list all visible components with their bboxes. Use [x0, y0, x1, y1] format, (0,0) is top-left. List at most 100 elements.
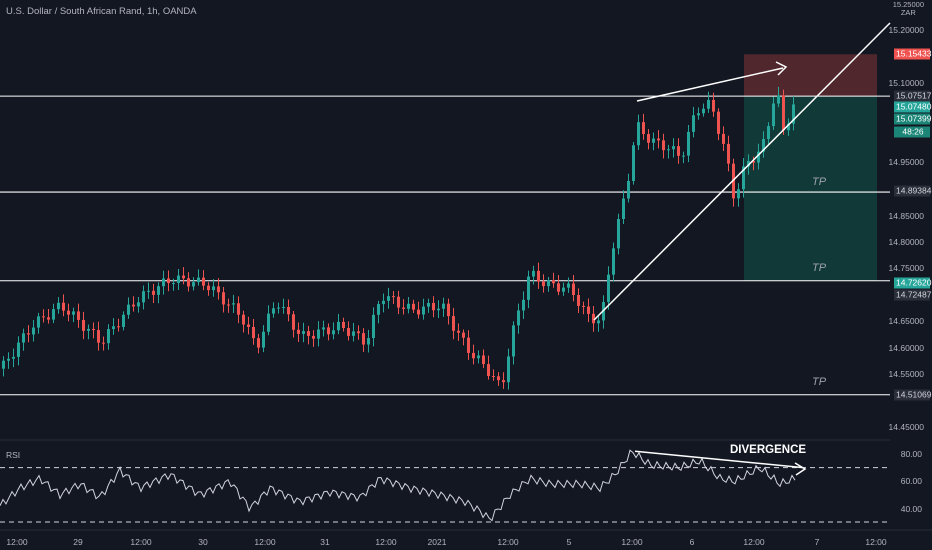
resistance-price-tag: 15.07517 [894, 90, 932, 102]
candle-body [337, 321, 340, 331]
time-axis-label: 12:00 [497, 537, 519, 547]
time-axis-label: 12:00 [865, 537, 887, 547]
candle-body [792, 104, 795, 124]
candle-body [32, 327, 35, 335]
candle-body [782, 95, 785, 131]
candle-body [707, 99, 710, 109]
level-price-tag: 14.72487 [894, 289, 932, 301]
candle-body [657, 138, 660, 141]
candle-body [397, 296, 400, 308]
candle-body [692, 115, 695, 132]
rsi-pane-title[interactable]: RSI [6, 450, 21, 460]
candle-body [717, 111, 720, 134]
candle-body [47, 317, 50, 320]
candle-body [452, 316, 455, 331]
candle-body [477, 355, 480, 359]
price-axis-label: 14.65000 [888, 316, 924, 326]
candle-body [237, 303, 240, 315]
price-axis-label: 14.80000 [888, 237, 924, 247]
candle-body [177, 275, 180, 284]
candle-body [342, 321, 345, 329]
target-price-tag: 14.72620 [894, 277, 932, 289]
time-axis-label: 6 [689, 537, 695, 547]
candle-body [327, 327, 330, 335]
candle-body [502, 380, 505, 383]
price-axis-label: 14.55000 [888, 369, 924, 379]
candle-body [127, 304, 130, 315]
candle-body [467, 337, 470, 353]
candle-body [357, 331, 360, 334]
candle-body [442, 303, 445, 309]
candle-body [37, 316, 40, 328]
candle-body [422, 306, 425, 315]
time-axis-label: 12:00 [375, 537, 397, 547]
candle-body [232, 303, 235, 305]
candle-body [752, 160, 755, 163]
candle-body [432, 302, 435, 311]
candle-body [167, 278, 170, 284]
time-axis-label: 5 [566, 537, 572, 547]
candle-body [147, 290, 150, 292]
candle-body [27, 333, 30, 335]
candle-body [512, 325, 515, 357]
candle-body [372, 314, 375, 339]
candle-body [192, 282, 195, 287]
candle-body [212, 286, 215, 291]
candle-body [287, 306, 290, 315]
candle-body [187, 278, 190, 287]
candle-body [772, 103, 775, 127]
candle-body [767, 126, 770, 140]
candle-body [142, 291, 145, 303]
candle-body [402, 307, 405, 309]
candle-body [72, 311, 75, 315]
candle-body [297, 329, 300, 334]
candle-body [627, 181, 630, 199]
stop-loss-zone [744, 54, 877, 97]
price-axis-label: 15.20000 [888, 25, 924, 35]
candle-body [697, 113, 700, 116]
candle-body [82, 319, 85, 331]
bar-countdown: 48:26 [894, 126, 930, 138]
candle-body [107, 329, 110, 344]
ascending-trend-line [593, 22, 891, 321]
candle-body [312, 335, 315, 339]
candle-body [2, 360, 5, 369]
candle-body [272, 308, 275, 314]
candle-body [587, 306, 590, 314]
candle-body [517, 310, 520, 326]
rsi-divergence-line [634, 450, 804, 469]
candle-body [607, 274, 610, 303]
time-axis-label: 12:00 [6, 537, 28, 547]
time-axis-label: 12:00 [621, 537, 643, 547]
price-axis-label: 14.85000 [888, 211, 924, 221]
axis-unit-currency: ZAR [900, 8, 916, 17]
time-axis-label: 2021 [427, 537, 447, 547]
candle-body [592, 313, 595, 324]
price-axis-label: 14.95000 [888, 157, 924, 167]
candle-body [292, 314, 295, 330]
candle-body [622, 198, 625, 220]
candle-body [552, 280, 555, 284]
candle-body [457, 330, 460, 333]
candle-body [17, 342, 20, 357]
candle-body [577, 294, 580, 306]
tp-label: TP [812, 176, 827, 188]
candle-body [22, 333, 25, 343]
candle-body [472, 352, 475, 359]
candle-body [567, 283, 570, 288]
candle-body [742, 166, 745, 190]
candle-body [122, 314, 125, 327]
candle-body [202, 277, 205, 286]
price-axis-label: 14.60000 [888, 343, 924, 353]
candle-body [562, 287, 565, 292]
candle-body [522, 299, 525, 311]
candle-body [557, 283, 560, 292]
candle-body [542, 281, 545, 287]
symbol-title[interactable]: U.S. Dollar / South African Rand, 1h, OA… [6, 6, 197, 17]
candle-body [197, 277, 200, 283]
candle-body [307, 331, 310, 336]
candle-body [157, 286, 160, 295]
candle-body [247, 324, 250, 327]
candle-body [682, 155, 685, 157]
